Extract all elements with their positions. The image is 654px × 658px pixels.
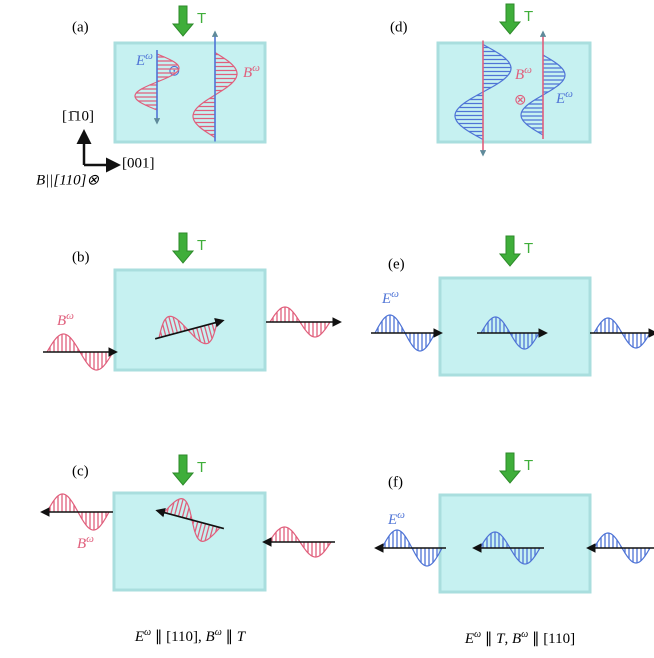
field-label: Eω: [381, 288, 399, 308]
field-base: B: [77, 536, 86, 552]
thermal-arrow: [173, 233, 193, 263]
caption-part: E: [464, 631, 474, 647]
caption-part: ω: [144, 627, 151, 638]
thermal-arrow: [500, 4, 520, 34]
caption-part: ∥ [110],: [151, 629, 205, 645]
field-label: Bω: [77, 533, 94, 553]
field-sup: ω: [252, 62, 260, 74]
field-base: E: [135, 53, 145, 69]
wave: [376, 530, 446, 566]
field-base: E: [555, 91, 565, 107]
panel-label: (c): [72, 463, 89, 479]
caption-part: ω: [215, 627, 222, 638]
axis-label: [1̄10]: [62, 108, 94, 124]
crystal-box: [440, 495, 590, 592]
wave: [266, 307, 340, 337]
field-base: B: [243, 65, 252, 81]
field-sup: ω: [391, 288, 399, 300]
caption-part: B: [512, 631, 521, 647]
caption-part: ∥ [110]: [528, 631, 575, 647]
caption-part: ω: [474, 629, 481, 640]
thermal-label: T: [197, 10, 206, 27]
field-base: B: [57, 313, 66, 329]
field-label: Eω: [387, 509, 405, 529]
wave: [43, 334, 116, 370]
caption-part: T: [237, 629, 247, 645]
panel-label: (b): [72, 249, 90, 265]
thermal-label: T: [197, 237, 206, 254]
thermal-label: T: [524, 457, 533, 474]
thermal-label: T: [197, 459, 206, 476]
into-plane: ⊗: [514, 92, 527, 108]
axis-label: B||[110]⊗: [36, 172, 99, 188]
field-sup: ω: [397, 509, 405, 521]
panel-label: (f): [388, 474, 403, 490]
caption-part: ∥: [481, 631, 496, 647]
caption-part: B: [206, 629, 215, 645]
caption-part: ω: [521, 629, 528, 640]
axis-label: [001]: [122, 155, 155, 171]
wave: [588, 533, 654, 563]
field-sup: ω: [86, 533, 94, 545]
thermal-arrow: [173, 6, 193, 36]
caption: Eω ∥ T, Bω ∥ [110]: [464, 629, 575, 648]
caption-part: ∥: [222, 629, 237, 645]
panel-label: (a): [72, 19, 89, 35]
wave: [590, 318, 654, 348]
panel-label: (d): [390, 19, 408, 35]
thermal-arrow: [500, 453, 520, 483]
thermal-label: T: [524, 8, 533, 25]
field-base: B: [515, 67, 524, 83]
crystal-box: [115, 270, 265, 370]
field-label: Bω: [57, 310, 74, 330]
thermal-arrow: [500, 236, 520, 266]
thermal-arrow: [173, 455, 193, 485]
figure: [1̄10] [001] B||[110]⊗ (a) (b) (c) (d) (e) (f…: [0, 0, 654, 658]
field-sup: ω: [66, 310, 74, 322]
field-base: E: [381, 291, 391, 307]
wave: [371, 315, 441, 351]
caption: Eω ∥ [110], Bω ∥ T: [134, 627, 247, 646]
caption-part: ,: [504, 631, 512, 647]
wave: [42, 494, 113, 530]
thermal-label: T: [524, 240, 533, 257]
wave: [264, 527, 335, 557]
field-sup: ω: [565, 88, 573, 100]
field-sup: ω: [145, 50, 153, 62]
field-sup: ω: [524, 64, 532, 76]
field-base: E: [387, 512, 397, 528]
caption-part: E: [134, 629, 144, 645]
crystal-box: [440, 278, 590, 375]
panel-label: (e): [388, 256, 405, 272]
